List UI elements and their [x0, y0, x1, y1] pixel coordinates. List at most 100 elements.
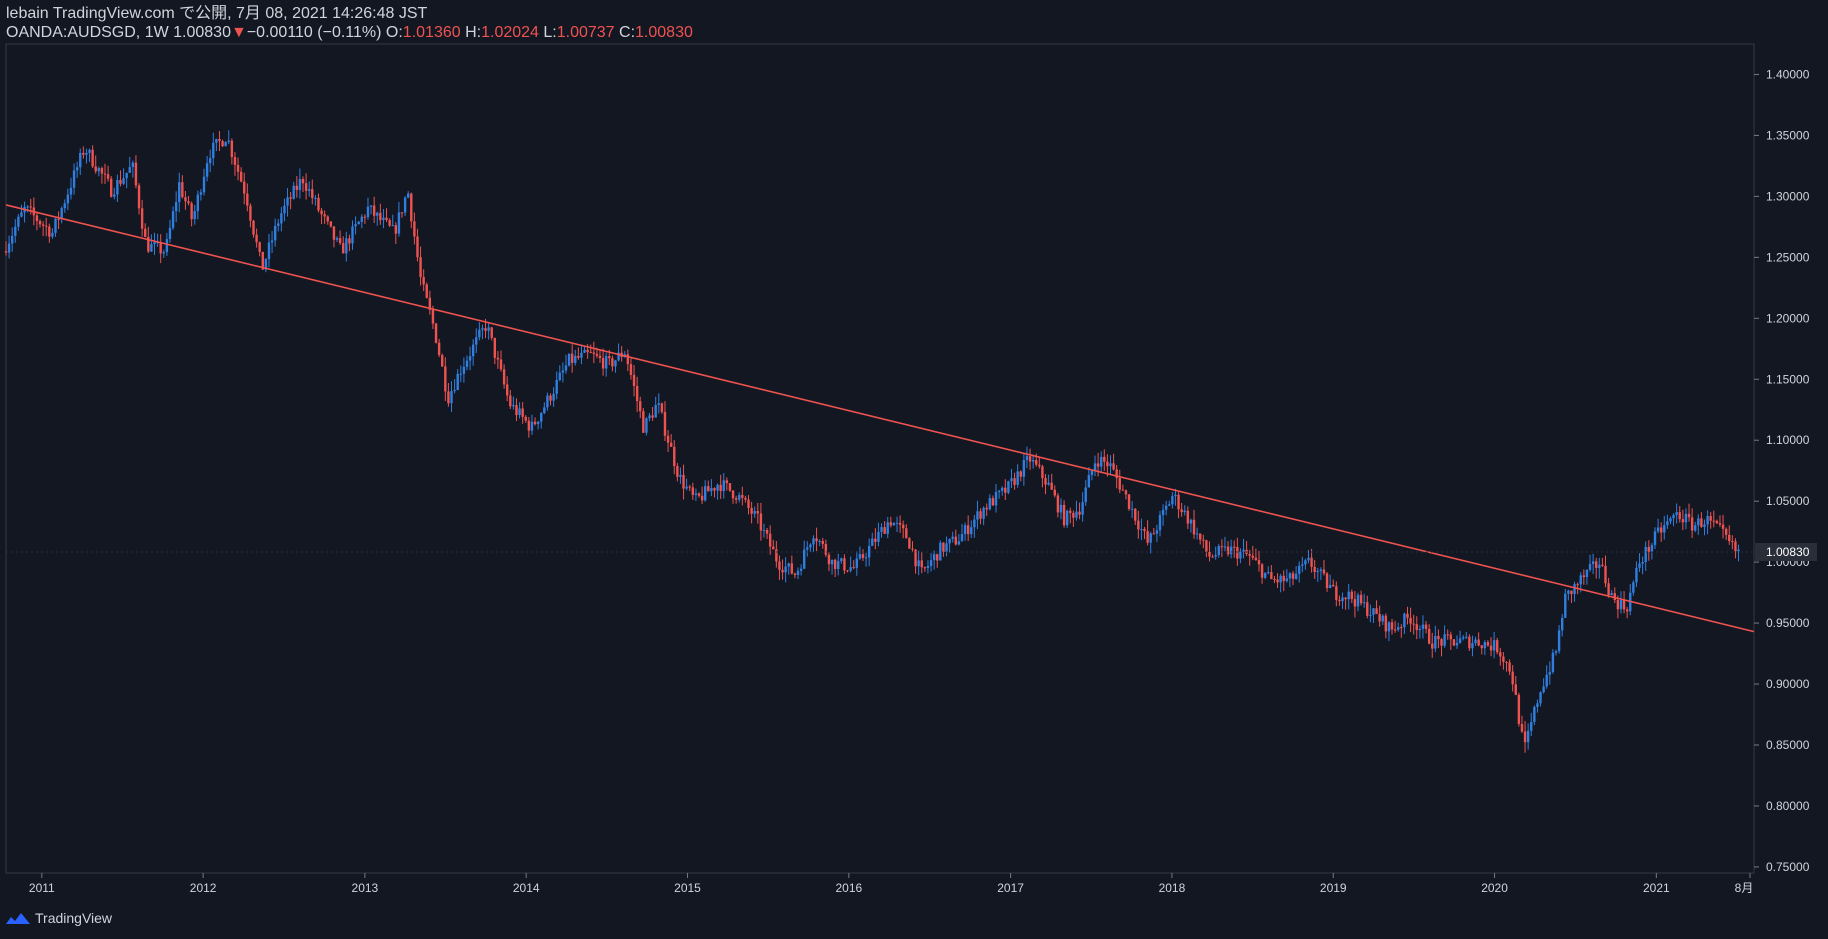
candle-body	[1548, 671, 1552, 675]
candle-body	[1573, 584, 1576, 595]
candle-body	[1372, 608, 1375, 615]
candle-body	[1551, 652, 1555, 672]
candle-body	[902, 524, 905, 529]
candle-body	[858, 554, 862, 559]
candle-body	[592, 352, 596, 354]
candle-body	[932, 554, 936, 561]
candle-body	[1205, 540, 1208, 552]
candle-body	[691, 487, 695, 495]
candle-body	[1486, 642, 1490, 646]
candle-body	[295, 185, 299, 190]
candle-body	[66, 194, 70, 204]
price-axis[interactable]: 1.40000 1.35000 1.30000 1.25000 1.20000 1.150…	[1754, 67, 1810, 874]
candle-body	[877, 531, 880, 542]
trendline[interactable]	[5, 204, 1755, 633]
candle-body	[988, 498, 992, 510]
down-arrow-icon: ▼	[230, 24, 247, 41]
candle-body	[171, 211, 175, 228]
candle-body	[1483, 642, 1487, 649]
candle-body	[255, 234, 258, 243]
candle-body	[1226, 546, 1230, 555]
candle-body	[202, 176, 206, 193]
candle-body	[1062, 504, 1066, 526]
candle-body	[1353, 599, 1357, 607]
candle-body	[1468, 636, 1471, 649]
candle-body	[673, 446, 676, 467]
candle-body	[768, 533, 772, 547]
candle-body	[942, 542, 945, 552]
candle-body	[778, 561, 781, 570]
candle-body	[100, 168, 104, 174]
candle-body	[1604, 565, 1607, 584]
candle-body	[422, 277, 425, 285]
candle-body	[298, 179, 302, 190]
candle-body	[533, 421, 537, 425]
candle-body	[1112, 463, 1115, 470]
candle-body	[1313, 566, 1316, 573]
y-tick-label: 0.90000	[1766, 677, 1810, 691]
candle-body	[85, 152, 88, 155]
candle-body	[905, 528, 908, 539]
candle-body	[871, 538, 874, 546]
candle-body	[1434, 635, 1437, 649]
candle-body	[1338, 599, 1341, 602]
candle-body	[549, 395, 552, 401]
candle-body	[1239, 551, 1242, 559]
y-tick-label: 0.85000	[1766, 738, 1810, 752]
candle-body	[957, 541, 961, 545]
candle-body	[775, 549, 778, 562]
candle-body	[540, 413, 543, 422]
candle-body	[1171, 496, 1174, 505]
candle-body	[91, 149, 94, 167]
candle-body	[1406, 613, 1409, 618]
candle-body	[728, 483, 732, 491]
candle-body	[1282, 575, 1285, 582]
candle-body	[208, 158, 212, 164]
candle-body	[555, 380, 558, 394]
candle-body	[682, 474, 685, 489]
candle-body	[744, 497, 747, 500]
candle-body	[505, 384, 509, 396]
time-axis[interactable]: 2011 2012 2013 2014 2015 2016 2017 2018 2019 2020…	[29, 873, 1753, 895]
last-price: 1.00830	[173, 24, 231, 41]
candle-body	[230, 140, 234, 158]
candle-body	[1010, 478, 1013, 482]
candle-body	[1100, 456, 1103, 467]
candle-body	[1718, 523, 1722, 525]
candle-body	[1570, 590, 1573, 595]
candle-body	[1007, 481, 1010, 493]
candle-body	[1214, 554, 1217, 557]
candle-body	[1087, 475, 1091, 488]
candle-body	[700, 495, 704, 501]
candle-body	[270, 240, 274, 243]
candle-body	[1647, 546, 1651, 552]
candle-body	[552, 393, 555, 401]
candle-body	[1149, 533, 1152, 543]
candle-body	[48, 226, 51, 237]
candle-body	[456, 373, 459, 390]
candle-body	[1585, 569, 1589, 578]
x-tick-label: 2015	[674, 881, 701, 895]
x-tick-label: 8月	[1735, 881, 1754, 895]
candle-body	[577, 355, 580, 358]
candle-body	[1344, 597, 1347, 600]
candle-body	[1081, 502, 1084, 515]
candle-body	[1672, 514, 1675, 519]
candle-body	[914, 549, 917, 567]
candle-body	[79, 152, 82, 168]
candle-body	[128, 167, 131, 173]
candle-body	[997, 490, 1001, 493]
candle-body	[205, 163, 209, 177]
candle-body	[536, 421, 540, 425]
x-tick-label: 2019	[1320, 881, 1347, 895]
candle-body	[1322, 569, 1326, 574]
candle-body	[178, 182, 181, 203]
y-tick-label: 0.80000	[1766, 799, 1810, 813]
candle-body	[1514, 684, 1517, 695]
candle-body	[666, 435, 670, 443]
candle-body	[1619, 600, 1623, 610]
candle-body	[51, 232, 54, 237]
symbol-label[interactable]: OANDA:AUDSGD, 1W	[6, 24, 169, 41]
candle-body	[917, 560, 920, 567]
